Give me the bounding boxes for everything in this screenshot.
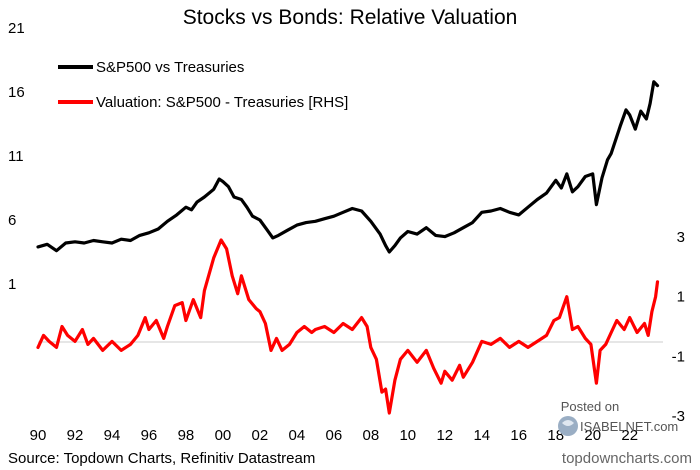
x-tick-label: 98 bbox=[178, 427, 195, 444]
x-tick-label: 90 bbox=[30, 427, 47, 444]
left-tick-label: 6 bbox=[8, 212, 16, 229]
x-tick-label: 92 bbox=[67, 427, 84, 444]
posted-on-text: Posted on bbox=[561, 399, 620, 414]
legend-label-valuation: Valuation: S&P500 - Treasuries [RHS] bbox=[96, 94, 348, 111]
right-tick-label: 3 bbox=[677, 229, 685, 246]
right-tick-label: -3 bbox=[672, 408, 685, 425]
x-tick-label: 16 bbox=[510, 427, 527, 444]
source-note: Source: Topdown Charts, Refinitiv Datast… bbox=[8, 450, 315, 467]
chart-title: Stocks vs Bonds: Relative Valuation bbox=[183, 6, 518, 29]
right-axis: -3 -1 1 3 bbox=[672, 229, 685, 425]
left-tick-label: 1 bbox=[8, 276, 16, 293]
x-tick-label: 04 bbox=[289, 427, 306, 444]
watermark: Posted on ISABELNET.com bbox=[558, 399, 678, 436]
x-tick-label: 02 bbox=[252, 427, 269, 444]
left-tick-label: 21 bbox=[8, 20, 25, 37]
x-tick-label: 96 bbox=[141, 427, 158, 444]
x-tick-label: 20 bbox=[584, 427, 601, 444]
x-tick-label: 10 bbox=[399, 427, 416, 444]
x-axis: 90 92 94 96 98 00 02 04 06 08 10 12 14 16 18 20 22 bbox=[30, 427, 638, 444]
series-line-sp500-vs-treasuries bbox=[36, 80, 660, 254]
right-tick-label: 1 bbox=[677, 289, 685, 306]
x-tick-label: 08 bbox=[362, 427, 379, 444]
right-tick-label: -1 bbox=[672, 348, 685, 365]
series-line-valuation bbox=[36, 238, 660, 415]
x-tick-label: 12 bbox=[436, 427, 453, 444]
left-tick-label: 16 bbox=[8, 84, 25, 101]
x-tick-label: 06 bbox=[326, 427, 343, 444]
x-tick-label: 00 bbox=[215, 427, 232, 444]
legend-label-sp500-vs-treasuries: S&P500 vs Treasuries bbox=[96, 59, 244, 76]
x-tick-label: 22 bbox=[621, 427, 638, 444]
series-layer bbox=[36, 80, 660, 415]
isabelnet-brand: ISABELNET.com bbox=[580, 419, 678, 434]
globe-highlight bbox=[562, 420, 574, 426]
legend: S&P500 vs Treasuries Valuation: S&P500 -… bbox=[58, 59, 348, 111]
x-tick-label: 14 bbox=[473, 427, 490, 444]
x-tick-label: 94 bbox=[104, 427, 121, 444]
credit-text: topdowncharts.com bbox=[562, 450, 692, 467]
left-tick-label: 11 bbox=[8, 148, 24, 165]
